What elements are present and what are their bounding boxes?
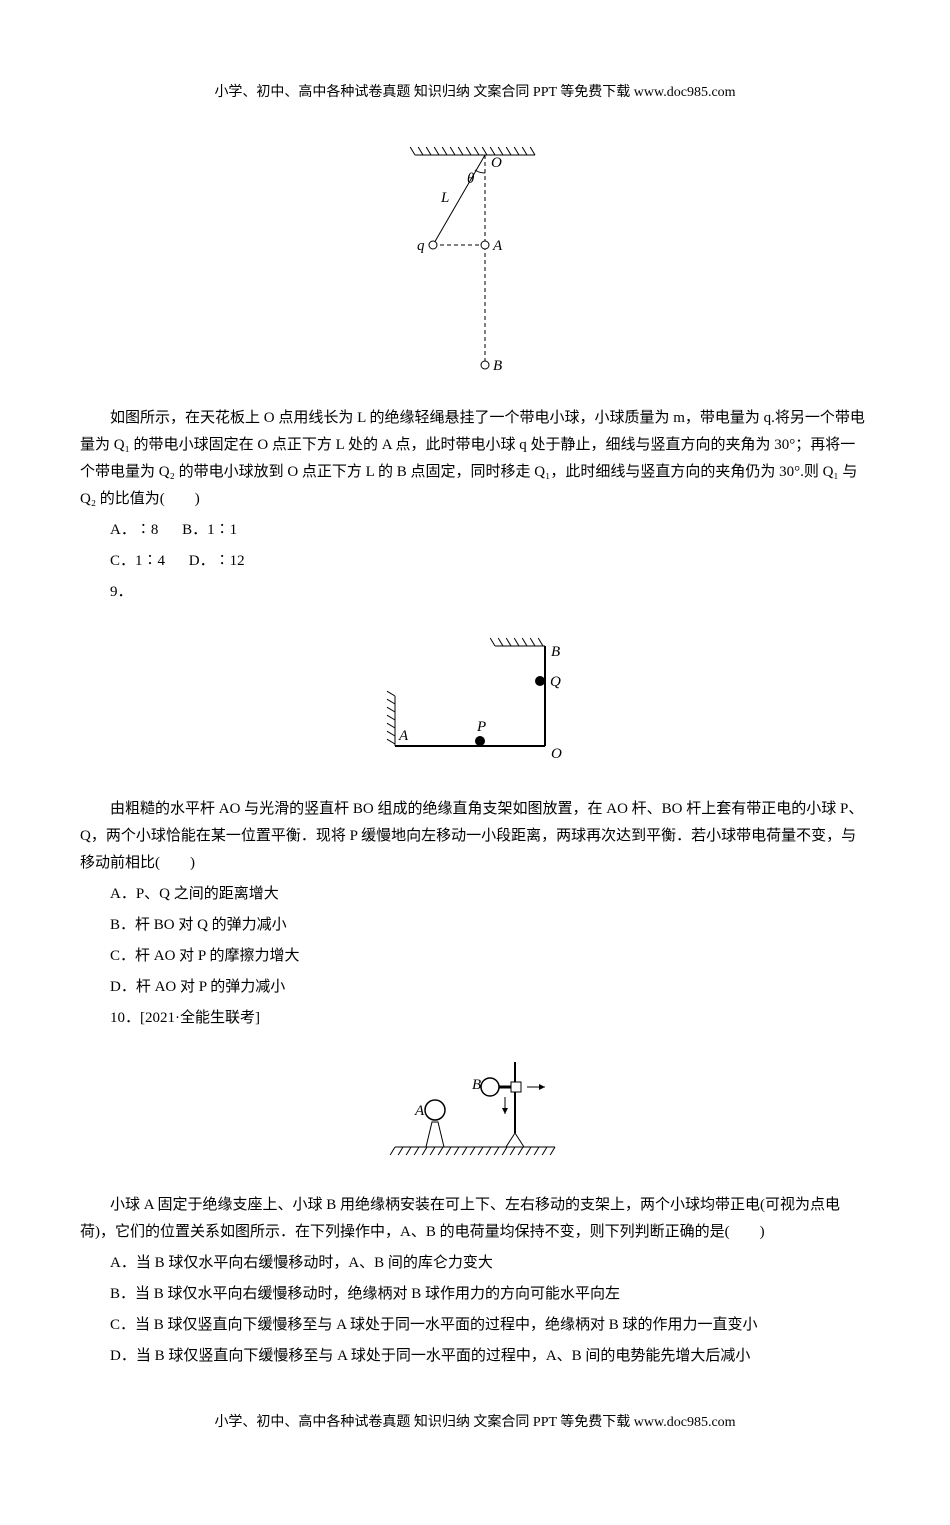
svg-text:B: B	[493, 358, 502, 374]
svg-text:B: B	[472, 1077, 481, 1093]
q10-num: 10．[2021·全能生联考]	[80, 1005, 870, 1032]
q10-opt-c: C．当 B 球仅竖直向下缓慢移至与 A 球处于同一水平面的过程中，绝缘柄对 B …	[110, 1312, 870, 1339]
q9-opt-a: A．P、Q 之间的距离增大	[110, 881, 870, 908]
svg-text:O: O	[551, 746, 562, 762]
q9-opt-d: D．杆 AO 对 P 的弹力减小	[110, 974, 870, 1001]
q10-opt-b: B．当 B 球仅水平向右缓慢移动时，绝缘柄对 B 球作用力的方向可能水平向左	[110, 1281, 870, 1308]
svg-text:O: O	[491, 155, 502, 171]
q9-opt-b: B．杆 BO 对 Q 的弹力减小	[110, 912, 870, 939]
q8-options: A．∶8 B．1∶1	[110, 517, 870, 544]
figure-q8: Oθ Lq A B	[80, 135, 870, 385]
svg-text:θ: θ	[467, 171, 475, 187]
svg-text:A: A	[398, 728, 409, 744]
q9-num: 9．	[80, 579, 870, 606]
q8-opt-c: C．1∶4	[110, 553, 165, 569]
page-header: 小学、初中、高中各种试卷真题 知识归纳 文案合同 PPT 等免费下载 www.d…	[80, 80, 870, 105]
q9-opt-c: C．杆 AO 对 P 的摩擦力增大	[110, 943, 870, 970]
q9-text: 由粗糙的水平杆 AO 与光滑的竖直杆 BO 组成的绝缘直角支架如图放置，在 AO…	[80, 796, 870, 877]
figure-q10: AB	[80, 1052, 870, 1172]
q10-opt-d: D．当 B 球仅竖直向下缓慢移至与 A 球处于同一水平面的过程中，A、B 间的电…	[110, 1343, 870, 1370]
q8-options-2: C．1∶4 D．∶12	[110, 548, 870, 575]
q8-opt-d: D．∶12	[189, 553, 245, 569]
figure-q9: A B O P Q	[80, 626, 870, 776]
svg-text:Q: Q	[550, 674, 561, 690]
svg-text:P: P	[476, 719, 486, 735]
q10-text: 小球 A 固定于绝缘支座上、小球 B 用绝缘柄安装在可上下、左右移动的支架上，两…	[80, 1192, 870, 1246]
page-footer: 小学、初中、高中各种试卷真题 知识归纳 文案合同 PPT 等免费下载 www.d…	[80, 1410, 870, 1435]
q8-opt-b: B．1∶1	[182, 522, 237, 538]
q8-text: 如图所示，在天花板上 O 点用线长为 L 的绝缘轻绳悬挂了一个带电小球，小球质量…	[80, 405, 870, 513]
svg-text:B: B	[551, 644, 560, 660]
svg-text:q: q	[417, 238, 425, 254]
svg-text:A: A	[414, 1103, 425, 1119]
q8-opt-a: A．∶8	[110, 522, 158, 538]
svg-text:A: A	[492, 238, 503, 254]
q10-opt-a: A．当 B 球仅水平向右缓慢移动时，A、B 间的库仑力变大	[110, 1250, 870, 1277]
svg-text:L: L	[440, 190, 449, 206]
